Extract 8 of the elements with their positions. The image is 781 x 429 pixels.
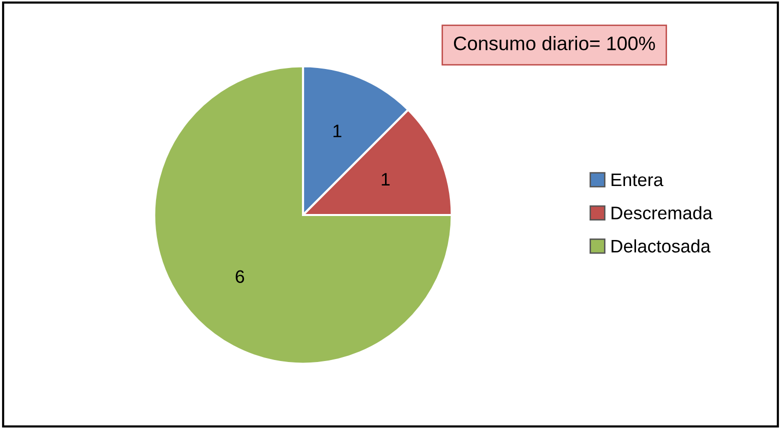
legend-label: Descremada: [612, 206, 712, 220]
text: Consumo diario= 100%: [454, 36, 655, 50]
pie-slice: [153, 65, 453, 365]
data-label: 1: [382, 173, 390, 186]
data-label: 6: [236, 270, 244, 283]
data-label: 1: [334, 124, 342, 138]
legend-label: Entera: [612, 174, 664, 186]
legend-label: Delactosada: [612, 239, 711, 253]
